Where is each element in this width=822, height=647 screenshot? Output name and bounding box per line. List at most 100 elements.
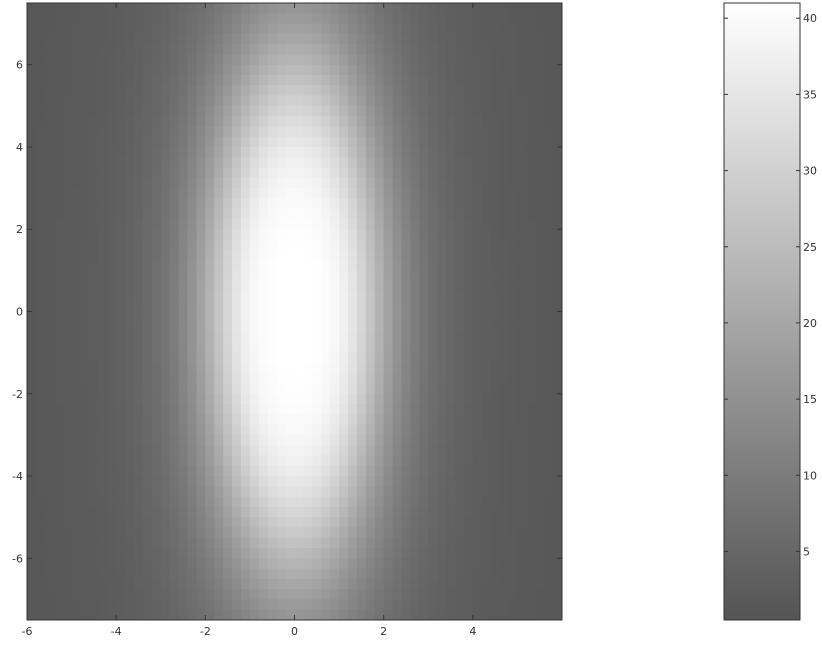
heatmap-cell bbox=[383, 13, 394, 25]
heatmap-cell bbox=[249, 568, 260, 580]
heatmap-cell bbox=[285, 517, 296, 529]
heatmap-cell bbox=[116, 496, 126, 508]
heatmap-cell bbox=[455, 342, 465, 354]
heatmap-cell bbox=[71, 208, 82, 220]
heatmap-cell bbox=[267, 13, 278, 25]
heatmap-cell bbox=[410, 455, 420, 467]
heatmap-cell bbox=[410, 260, 420, 271]
heatmap-cell bbox=[241, 589, 251, 601]
heatmap-cell bbox=[383, 116, 394, 127]
heatmap-cell bbox=[446, 136, 456, 148]
heatmap-cell bbox=[401, 342, 412, 354]
heatmap-cell bbox=[178, 321, 189, 333]
heatmap-cell bbox=[526, 229, 536, 241]
heatmap-cell bbox=[196, 332, 206, 343]
heatmap-cell bbox=[499, 373, 510, 385]
heatmap-cell bbox=[392, 568, 403, 580]
heatmap-cell bbox=[463, 352, 474, 364]
heatmap-cell bbox=[89, 157, 99, 169]
heatmap-cell bbox=[348, 373, 358, 385]
heatmap-cell bbox=[98, 321, 108, 333]
heatmap-cell bbox=[267, 290, 278, 302]
heatmap-cell bbox=[80, 249, 91, 261]
heatmap-cell bbox=[312, 116, 322, 127]
heatmap-cell bbox=[508, 455, 519, 467]
heatmap-cell bbox=[80, 496, 91, 508]
heatmap-cell bbox=[107, 404, 117, 415]
heatmap-cell bbox=[294, 568, 305, 580]
heatmap-cell bbox=[151, 85, 162, 97]
heatmap-cell bbox=[356, 599, 367, 611]
heatmap-cell bbox=[481, 146, 492, 158]
heatmap-cell bbox=[455, 95, 465, 107]
heatmap-cell bbox=[383, 239, 394, 251]
heatmap-cell bbox=[401, 589, 412, 601]
heatmap-cell bbox=[294, 414, 305, 426]
heatmap-cell bbox=[365, 126, 376, 138]
heatmap-cell bbox=[125, 404, 135, 415]
heatmap-cell bbox=[553, 301, 562, 313]
heatmap-cell bbox=[71, 290, 82, 302]
heatmap-cell bbox=[428, 321, 438, 333]
heatmap-cell bbox=[312, 599, 322, 611]
heatmap-cell bbox=[339, 496, 349, 508]
heatmap-cell bbox=[544, 362, 554, 374]
heatmap-cell bbox=[196, 568, 206, 580]
heatmap-cell bbox=[481, 85, 492, 97]
heatmap-cell bbox=[62, 54, 73, 66]
heatmap-cell bbox=[35, 260, 46, 271]
heatmap-cell bbox=[160, 404, 171, 415]
heatmap-cell bbox=[481, 332, 492, 343]
heatmap-cell bbox=[392, 445, 403, 457]
heatmap-cell bbox=[553, 311, 562, 323]
heatmap-cell bbox=[348, 311, 358, 323]
heatmap-cell bbox=[392, 404, 403, 415]
heatmap-cell bbox=[446, 558, 456, 570]
heatmap-cell bbox=[35, 321, 46, 333]
heatmap-cell bbox=[428, 270, 438, 282]
heatmap-cell bbox=[356, 44, 367, 56]
heatmap-cell bbox=[463, 455, 474, 467]
heatmap-cell bbox=[356, 496, 367, 508]
heatmap-cell bbox=[446, 280, 456, 292]
heatmap-cell bbox=[258, 362, 269, 374]
heatmap-cell bbox=[356, 465, 367, 477]
heatmap-cell bbox=[142, 270, 153, 282]
heatmap-cell bbox=[214, 167, 224, 179]
heatmap-cell bbox=[196, 13, 206, 25]
heatmap-cell bbox=[472, 301, 483, 313]
heatmap-cell bbox=[249, 218, 260, 230]
heatmap-cell bbox=[294, 362, 305, 374]
heatmap-cell bbox=[169, 208, 180, 220]
heatmap-cell bbox=[544, 393, 554, 405]
heatmap-cell bbox=[205, 486, 215, 498]
heatmap-cell bbox=[89, 85, 99, 97]
heatmap-cell bbox=[374, 177, 385, 189]
heatmap-cell bbox=[526, 465, 536, 477]
heatmap-cell bbox=[401, 599, 412, 611]
heatmap-cell bbox=[294, 126, 305, 138]
heatmap-cell bbox=[232, 44, 242, 56]
heatmap-cell bbox=[44, 486, 55, 498]
heatmap-cell bbox=[107, 342, 117, 354]
heatmap-cell bbox=[125, 260, 135, 271]
heatmap-cell bbox=[267, 208, 278, 220]
heatmap-cell bbox=[196, 280, 206, 292]
heatmap-cell bbox=[196, 239, 206, 251]
heatmap-cell bbox=[330, 332, 340, 343]
heatmap-cell bbox=[410, 23, 420, 35]
heatmap-cell bbox=[392, 105, 403, 117]
heatmap-cell bbox=[490, 126, 501, 138]
heatmap-cell bbox=[365, 476, 376, 487]
heatmap-cell bbox=[178, 198, 189, 210]
heatmap-cell bbox=[142, 393, 153, 405]
heatmap-cell bbox=[232, 373, 242, 385]
heatmap-cell bbox=[428, 445, 438, 457]
heatmap-cell bbox=[303, 136, 313, 148]
heatmap-cell bbox=[517, 517, 527, 529]
heatmap-cell bbox=[223, 105, 233, 117]
heatmap-cell bbox=[98, 3, 108, 14]
heatmap-cell bbox=[330, 208, 340, 220]
heatmap-cell bbox=[169, 85, 180, 97]
heatmap-cell bbox=[241, 362, 251, 374]
